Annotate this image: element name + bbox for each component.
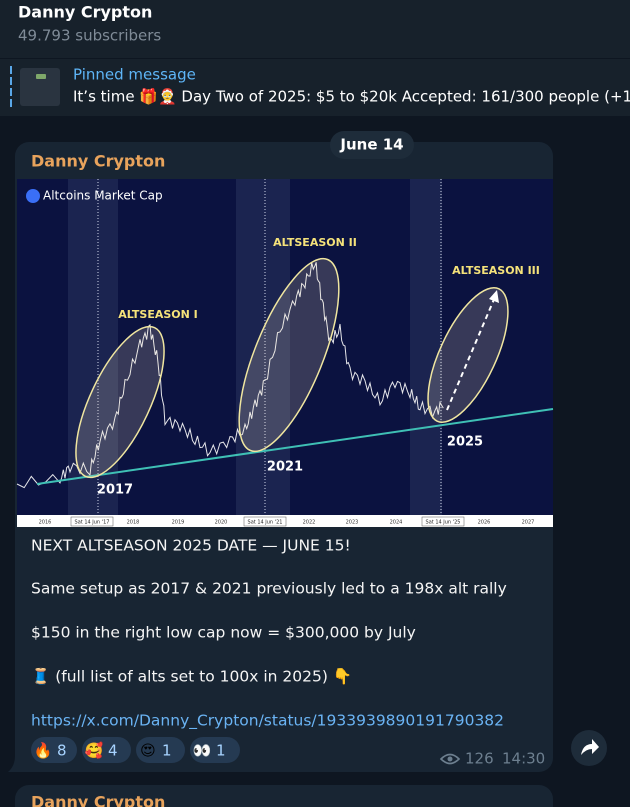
date-pill — [330, 131, 414, 159]
axis-label: 2018 — [127, 520, 140, 526]
message-time: 14:30 — [502, 750, 545, 768]
axis-label: 2027 — [522, 520, 535, 526]
season-label: ALTSEASON II — [273, 236, 357, 249]
pinned-label: Pinned message — [73, 66, 196, 84]
year-label: 2021 — [267, 460, 303, 475]
views-icon-pupil — [447, 756, 453, 762]
message-line: Same setup as 2017 & 2021 previously led… — [31, 580, 507, 598]
message-image[interactable]: Altcoins Market Cap ALTSEASON I ALTSEASON… — [16, 179, 554, 527]
date-flag-label: Sat 14 Jun '21 — [248, 520, 283, 526]
date-flag — [243, 516, 287, 527]
year-label: 2017 — [97, 483, 133, 498]
image-title: Altcoins Market Cap — [43, 189, 163, 203]
trend-line — [36, 408, 554, 485]
season-label: ALTSEASON III — [452, 264, 540, 277]
axis-label: 2023 — [346, 520, 359, 526]
pinned-thumbnail — [20, 68, 60, 106]
axis-label: 2026 — [478, 520, 491, 526]
highlight-band — [236, 179, 290, 515]
logo — [26, 189, 40, 203]
date-flag — [421, 516, 465, 527]
axis-label: 2019 — [172, 520, 185, 526]
axis-label: 2020 — [215, 520, 228, 526]
highlight-ellipse — [75, 325, 165, 479]
axis-label: 2016 — [39, 520, 52, 526]
pinned-bar[interactable] — [0, 59, 630, 116]
date-flag-label: Sat 14 Jun '25 — [426, 520, 461, 526]
reaction-emoji: 😍 — [140, 742, 156, 760]
reaction-emoji: 🥰 — [85, 741, 104, 760]
reaction-emoji: 🔥 — [34, 742, 53, 760]
reaction-count: 4 — [108, 742, 118, 760]
reaction-pill[interactable] — [82, 737, 131, 763]
season-label: ALTSEASON I — [118, 308, 198, 321]
thumb-detail — [36, 74, 46, 79]
message-link[interactable]: https://x.com/Danny_Crypton/status/19339… — [31, 712, 504, 731]
arrow-head — [489, 290, 499, 303]
year-label: 2025 — [447, 435, 483, 450]
views-icon — [439, 753, 461, 765]
pinned-text: It’s time 🎁🤶 Day Two of 2025: $5 to $20k… — [73, 88, 630, 106]
next-message-bubble[interactable] — [15, 785, 553, 807]
highlight-ellipse — [238, 257, 340, 453]
next-sender-name: Danny Crypton — [31, 793, 165, 807]
reaction-pill[interactable] — [31, 737, 77, 763]
reaction-count: 8 — [57, 742, 67, 760]
message-line: $150 in the right low cap now = $300,000… — [31, 624, 416, 642]
channel-title[interactable]: Danny Crypton — [18, 3, 152, 22]
sender-name[interactable]: Danny Crypton — [31, 152, 165, 171]
axis-label: 2022 — [303, 520, 316, 526]
axis-label: 2024 — [390, 520, 403, 526]
highlight-band — [410, 179, 442, 515]
forward-icon — [581, 739, 599, 755]
arrow-line — [446, 296, 496, 411]
highlight-ellipse — [427, 287, 509, 423]
reaction-pill[interactable] — [136, 737, 185, 763]
date-flag — [70, 516, 114, 527]
date-flag-label: Sat 14 Jun '17 — [75, 520, 110, 526]
reaction-pill[interactable] — [190, 737, 240, 763]
message-line: 🧵 (full list of alts set to 100x in 2025… — [31, 667, 352, 686]
reaction-count: 1 — [162, 742, 172, 760]
message-line: NEXT ALTSEASON 2025 DATE — JUNE 15! — [31, 537, 351, 555]
channel-subtitle: 49.793 subscribers — [18, 27, 161, 45]
header[interactable] — [0, 0, 630, 58]
price-line — [16, 262, 444, 489]
date-label: June 14 — [339, 136, 403, 154]
reaction-emoji: 👀 — [193, 742, 212, 760]
views-count: 126 — [465, 750, 494, 768]
reaction-count: 1 — [216, 742, 226, 760]
